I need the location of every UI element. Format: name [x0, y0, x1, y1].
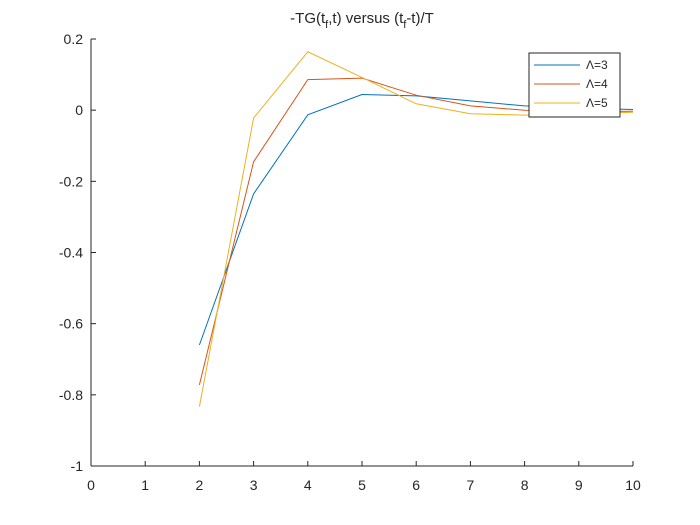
y-ticks: -1 -0.8 -0.6 -0.4 -0.2 0 0.2: [59, 31, 96, 474]
x-tick-label: 3: [250, 477, 258, 493]
chart-title: -TG(tf,t) versus (tf-t)/T: [290, 10, 434, 31]
x-tick-label: 5: [358, 477, 366, 493]
legend-items: Λ=3 Λ=4 Λ=5: [534, 58, 608, 110]
x-tick-label: 6: [412, 477, 420, 493]
x-tick-label: 2: [196, 477, 204, 493]
legend-box: [528, 52, 621, 118]
legend-label-1: Λ=3: [586, 58, 608, 72]
y-tick-label: -0.4: [59, 245, 83, 261]
legend: Λ=3 Λ=4 Λ=5: [528, 52, 621, 118]
y-tick-label: 0: [75, 102, 83, 118]
x-tick-label: 8: [521, 477, 529, 493]
y-tick-label: -1: [71, 458, 84, 474]
x-tick-label: 0: [87, 477, 95, 493]
x-tick-label: 1: [141, 477, 149, 493]
legend-label-3: Λ=5: [586, 96, 608, 110]
y-tick-label: -0.6: [59, 316, 83, 332]
legend-label-2: Λ=4: [586, 77, 608, 91]
y-tick-label: -0.8: [59, 387, 83, 403]
y-tick-label: 0.2: [64, 31, 84, 47]
x-tick-label: 4: [304, 477, 312, 493]
x-ticks: 0 1 2 3 4 5 6 7 8 9 10: [87, 461, 641, 493]
x-tick-label: 7: [467, 477, 475, 493]
x-tick-label: 9: [575, 477, 583, 493]
y-tick-label: -0.2: [59, 173, 83, 189]
x-tick-label: 10: [625, 477, 641, 493]
